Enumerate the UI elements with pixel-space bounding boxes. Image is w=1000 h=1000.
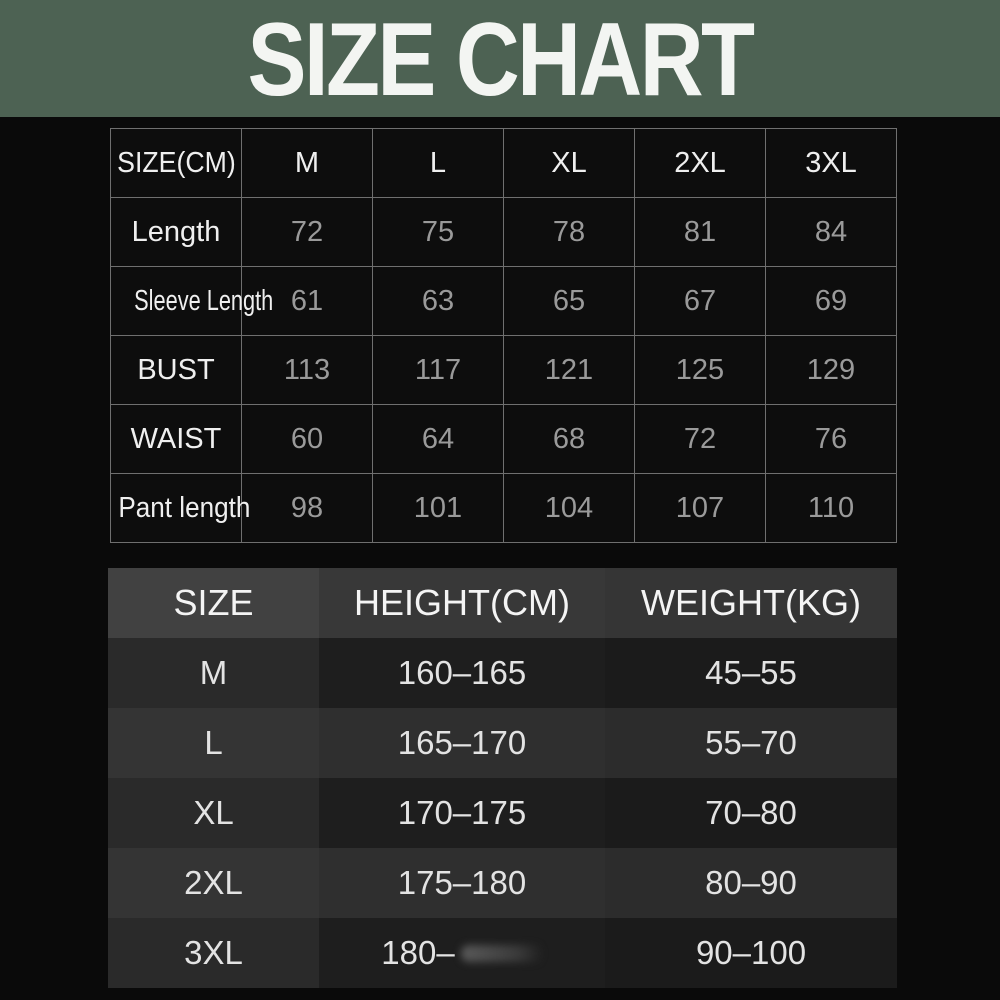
size-cell: XL	[108, 778, 319, 848]
height-cell: 175–180	[319, 848, 605, 918]
row-label: Sleeve Length	[110, 266, 273, 336]
height-weight-table: SIZE HEIGHT(CM) WEIGHT(KG) M 160–165 45–…	[108, 568, 897, 988]
table-row-2xl: 2XL 175–180 80–90	[108, 848, 897, 918]
table-cell: 110	[765, 473, 897, 543]
table-cell: 61	[241, 266, 373, 336]
table-cell: 107	[634, 473, 766, 543]
table-cell: 67	[634, 266, 766, 336]
weight-cell: 90–100	[605, 918, 897, 988]
table-cell: 75	[372, 197, 504, 267]
table-cell: 125	[634, 335, 766, 405]
measurement-table-header-row: SIZE(CM) M L XL 2XL 3XL	[110, 128, 897, 198]
table-cell: 60	[241, 404, 373, 474]
row-label: Length	[110, 197, 242, 267]
table-row-l: L 165–170 55–70	[108, 708, 897, 778]
weight-cell: 70–80	[605, 778, 897, 848]
table-cell: 98	[241, 473, 373, 543]
table-row-sleeve-length: Sleeve Length 61 63 65 67 69	[110, 266, 897, 336]
table-cell: 63	[372, 266, 504, 336]
weight-cell: 80–90	[605, 848, 897, 918]
table-cell: 68	[503, 404, 635, 474]
row-label: WAIST	[110, 404, 242, 474]
table-cell: 69	[765, 266, 897, 336]
header-cell-height: HEIGHT(CM)	[319, 568, 605, 638]
table-row-waist: WAIST 60 64 68 72 76	[110, 404, 897, 474]
size-cell: L	[108, 708, 319, 778]
header-cell-2xl: 2XL	[634, 128, 766, 198]
header-cell-weight: WEIGHT(KG)	[605, 568, 897, 638]
table-cell: 84	[765, 197, 897, 267]
height-cell: 180–	[319, 918, 605, 988]
table-cell: 65	[503, 266, 635, 336]
table-cell: 76	[765, 404, 897, 474]
table-cell: 117	[372, 335, 504, 405]
row-label: BUST	[110, 335, 242, 405]
table-cell: 104	[503, 473, 635, 543]
table-row-pant-length: Pant length 98 101 104 107 110	[110, 473, 897, 543]
table-cell: 78	[503, 197, 635, 267]
table-cell: 113	[241, 335, 373, 405]
height-cell: 170–175	[319, 778, 605, 848]
blurred-smudge	[460, 945, 543, 962]
header-cell-size: SIZE	[108, 568, 319, 638]
header-cell-l: L	[372, 128, 504, 198]
table-row-3xl: 3XL 180– 90–100	[108, 918, 897, 988]
table-row-bust: BUST 113 117 121 125 129	[110, 335, 897, 405]
weight-cell: 45–55	[605, 638, 897, 708]
table-row-xl: XL 170–175 70–80	[108, 778, 897, 848]
table-cell: 129	[765, 335, 897, 405]
page-title: SIZE CHART	[247, 1, 755, 118]
weight-cell: 55–70	[605, 708, 897, 778]
height-value: 180–	[381, 934, 455, 971]
table-cell: 72	[241, 197, 373, 267]
table-cell: 81	[634, 197, 766, 267]
table-cell: 121	[503, 335, 635, 405]
height-cell: 165–170	[319, 708, 605, 778]
header-cell-xl: XL	[503, 128, 635, 198]
fit-table-header-row: SIZE HEIGHT(CM) WEIGHT(KG)	[108, 568, 897, 638]
header-cell-size-cm: SIZE(CM)	[110, 128, 242, 198]
table-cell: 101	[372, 473, 504, 543]
row-label: Pant length	[110, 473, 250, 543]
table-cell: 64	[372, 404, 504, 474]
size-cell: 3XL	[108, 918, 319, 988]
size-chart-banner: SIZE CHART	[0, 0, 1000, 117]
header-cell-m: M	[241, 128, 373, 198]
table-cell: 72	[634, 404, 766, 474]
height-cell: 160–165	[319, 638, 605, 708]
table-row-m: M 160–165 45–55	[108, 638, 897, 708]
size-cell: 2XL	[108, 848, 319, 918]
size-cell: M	[108, 638, 319, 708]
header-cell-3xl: 3XL	[765, 128, 897, 198]
measurement-table: SIZE(CM) M L XL 2XL 3XL Length 72 75 78 …	[110, 128, 897, 543]
table-row-length: Length 72 75 78 81 84	[110, 197, 897, 267]
